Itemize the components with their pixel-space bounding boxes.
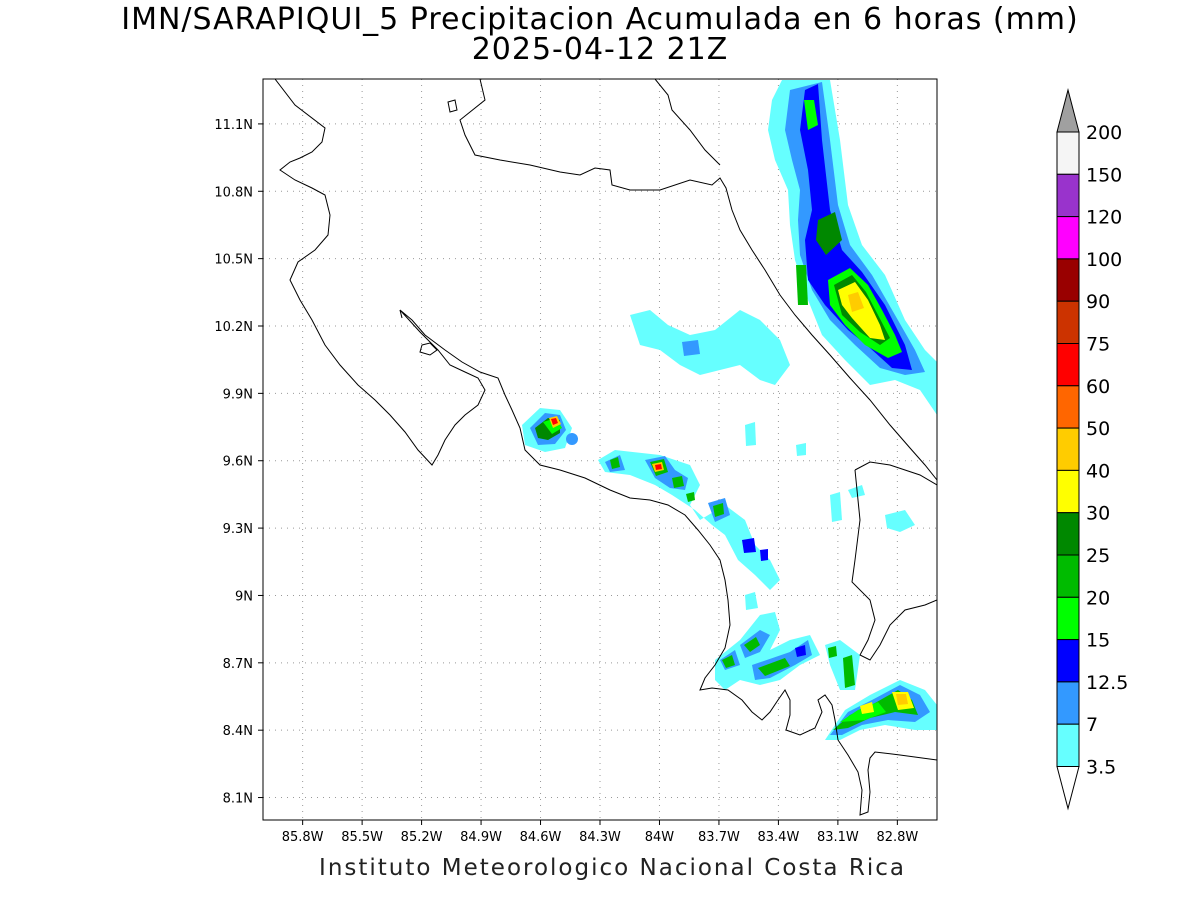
lon-tick-label: 84.6W (520, 830, 562, 845)
colorbar-label: 60 (1086, 376, 1110, 398)
colorbar-label: 12.5 (1086, 672, 1128, 694)
colorbar-swatch (1056, 512, 1080, 556)
colorbar-swatch (1056, 723, 1080, 768)
colorbar-label: 15 (1086, 630, 1110, 652)
colorbar-bottom-triangle (1056, 766, 1080, 811)
colorbar-label: 50 (1086, 418, 1110, 440)
colorbar-swatch (1056, 131, 1080, 175)
lat-tick-label: 9.9N (223, 387, 253, 402)
lat-tick-label: 8.7N (223, 657, 253, 672)
colorbar-swatch (1056, 258, 1080, 302)
lon-tick-label: 85.2W (401, 830, 443, 845)
colorbar-swatch (1056, 681, 1080, 725)
colorbar-swatch (1056, 385, 1080, 429)
map-title: IMN/SARAPIQUI_5 Precipitacion Acumulada … (121, 2, 1079, 37)
lon-tick-label: 84.9W (460, 830, 502, 845)
colorbar-label: 150 (1086, 164, 1122, 186)
lat-tick-label: 11.1N (214, 118, 253, 133)
lon-tick-label: 82.8W (876, 830, 918, 845)
lat-tick-label: 9.6N (223, 455, 253, 470)
map-valid-time: 2025-04-12 21Z (471, 32, 729, 67)
colorbar-label: 90 (1086, 291, 1110, 313)
colorbar-label: 3.5 (1086, 757, 1116, 779)
lat-tick-label: 10.5N (214, 253, 253, 268)
colorbar-swatch (1056, 173, 1080, 218)
colorbar-swatch (1056, 343, 1080, 387)
colorbar-label: 120 (1086, 207, 1122, 229)
precipitation-field (522, 80, 937, 740)
lon-tick-label: 83.1W (817, 830, 859, 845)
colorbar-top-triangle (1056, 88, 1080, 133)
colorbar-swatch (1056, 469, 1080, 514)
colorbar-label: 7 (1086, 714, 1098, 736)
lon-tick-label: 84W (645, 830, 675, 845)
latitude-axis: 11.1N 10.8N 10.5N 10.2N 9.9N 9.6N 9.3N 9N 8.7N 8.… (214, 118, 263, 807)
lat-tick-label: 10.8N (214, 185, 253, 200)
colorbar-swatch (1056, 300, 1080, 345)
colorbar-label: 100 (1086, 249, 1122, 271)
lat-tick-label: 8.4N (223, 724, 253, 739)
lon-tick-label: 83.4W (758, 830, 800, 845)
lon-tick-label: 85.5W (341, 830, 383, 845)
colorbar-label: 30 (1086, 503, 1110, 525)
lat-tick-label: 9N (235, 589, 253, 604)
colorbar-label: 20 (1086, 587, 1110, 609)
colorbar-swatch (1056, 427, 1080, 471)
colorbar-label: 25 (1086, 545, 1110, 567)
colorbar-label: 75 (1086, 334, 1110, 356)
lat-tick-label: 9.3N (223, 522, 253, 537)
colorbar-swatch (1056, 554, 1080, 598)
credit-text: Instituto Meteorologico Nacional Costa R… (319, 855, 906, 881)
colorbar-swatch (1056, 596, 1080, 641)
coastlines (274, 79, 937, 816)
lon-tick-label: 83.7W (698, 830, 740, 845)
colorbar-swatch (1056, 639, 1080, 683)
colorbar-label: 200 (1086, 122, 1122, 144)
lon-tick-label: 84.3W (579, 830, 621, 845)
lon-tick-label: 85.8W (282, 830, 324, 845)
colorbar-swatch (1056, 216, 1080, 260)
colorbar: 200 150 120 100 90 75 60 50 40 30 25 20 15 12.5 7 3.5 (1056, 88, 1128, 811)
longitude-axis: 85.8W 85.5W 85.2W 84.9W 84.6W 84.3W 84W 83.7W 83… (282, 820, 918, 845)
lat-tick-label: 8.1N (223, 792, 253, 807)
lat-tick-label: 10.2N (214, 320, 253, 335)
colorbar-label: 40 (1086, 460, 1110, 482)
